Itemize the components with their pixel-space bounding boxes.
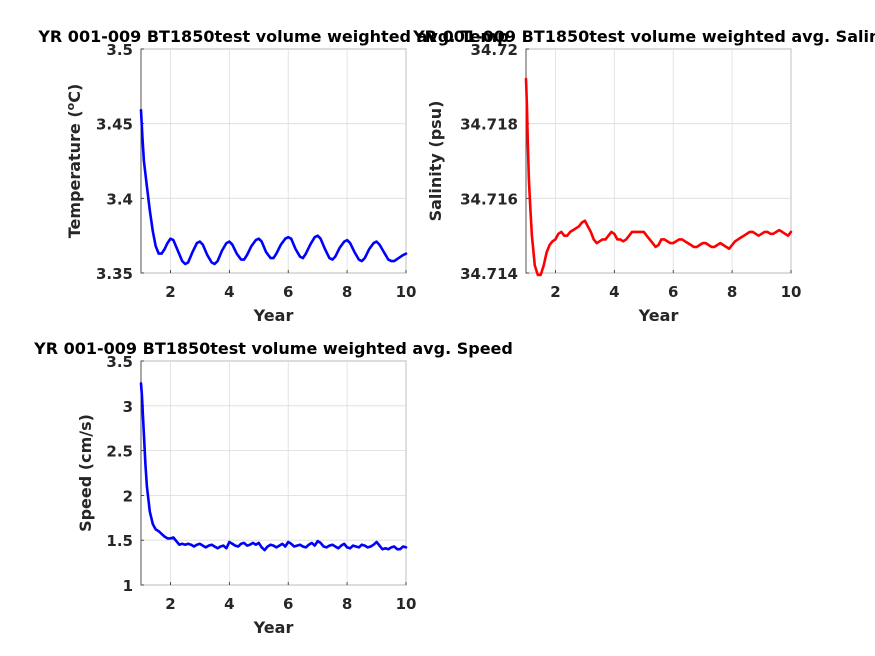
temperature-x-tick-label: 4 [224, 283, 234, 301]
salinity-y-tick-label: 34.714 [460, 265, 518, 283]
salinity-x-tick-label: 8 [727, 283, 737, 301]
speed-x-axis-label: Year [253, 618, 294, 637]
speed-y-tick-label: 1.5 [106, 532, 133, 550]
salinity-panel: 34.714 34.716 34.718 34.72 2 4 6 8 10 Year Sali… [426, 41, 801, 325]
temperature-x-axis-label: Year [253, 306, 294, 325]
speed-x-ticks: 2 4 6 8 10 [165, 582, 416, 613]
salinity-x-tick-label: 2 [550, 283, 560, 301]
salinity-y-ticks: 34.714 34.716 34.718 34.72 [460, 41, 529, 283]
speed-y-tick-label: 3 [123, 398, 133, 416]
salinity-x-tick-label: 4 [609, 283, 619, 301]
salinity-y-axis-label: Salinity (psu) [426, 101, 445, 222]
speed-x-tick-label: 10 [396, 595, 417, 613]
salinity-x-tick-label: 10 [781, 283, 802, 301]
temperature-y-label-main: Temperature ( [65, 110, 84, 238]
speed-grid [141, 360, 407, 586]
temperature-series-line [139, 108, 408, 266]
salinity-x-tick-label: 6 [668, 283, 678, 301]
salinity-y-tick-label: 34.716 [460, 190, 518, 208]
speed-y-ticks: 1 1.5 2 2.5 3 3.5 [106, 353, 144, 595]
speed-x-tick-label: 4 [224, 595, 234, 613]
speed-x-tick-label: 2 [165, 595, 175, 613]
temperature-chart-title: YR 001-009 BT1850test volume weighted av… [37, 27, 508, 46]
speed-y-tick-label: 2.5 [106, 443, 133, 461]
temperature-y-tick-label: 3.4 [106, 190, 133, 208]
speed-x-tick-label: 6 [283, 595, 293, 613]
temperature-panel: 3.35 3.4 3.45 3.5 2 4 6 8 10 Year Temperature (… [64, 41, 416, 325]
speed-series-line [139, 382, 408, 552]
temperature-y-ticks: 3.35 3.4 3.45 3.5 [96, 41, 144, 283]
salinity-plot-area [525, 48, 792, 274]
temperature-y-tick-label: 3.5 [106, 41, 133, 59]
salinity-chart-title: YR 001-009 BT1850test volume weighted av… [412, 27, 875, 46]
salinity-series-line [524, 77, 793, 277]
salinity-y-tick-label: 34.72 [471, 41, 518, 59]
temperature-plot-area [140, 48, 407, 274]
temperature-grid [141, 48, 407, 274]
temperature-x-ticks: 2 4 6 8 10 [165, 270, 416, 301]
speed-plot-area [140, 360, 407, 586]
temperature-y-tick-label: 3.45 [96, 116, 133, 134]
temperature-x-tick-label: 2 [165, 283, 175, 301]
salinity-x-ticks: 2 4 6 8 10 [550, 270, 801, 301]
speed-x-tick-label: 8 [342, 595, 352, 613]
speed-y-axis-label: Speed (cm/s) [76, 414, 95, 532]
speed-y-tick-label: 1 [123, 577, 133, 595]
temperature-y-label-tail: C) [65, 84, 84, 103]
speed-y-tick-label: 2 [123, 487, 133, 505]
speed-y-tick-label: 3.5 [106, 353, 133, 371]
temperature-x-tick-label: 10 [396, 283, 417, 301]
salinity-x-axis-label: Year [638, 306, 679, 325]
salinity-y-tick-label: 34.718 [460, 116, 518, 134]
speed-chart-title: YR 001-009 BT1850test volume weighted av… [33, 339, 513, 358]
temperature-x-tick-label: 6 [283, 283, 293, 301]
temperature-x-tick-label: 8 [342, 283, 352, 301]
temperature-y-tick-label: 3.35 [96, 265, 133, 283]
temperature-y-axis-label: Temperature (oC) [64, 84, 84, 239]
temperature-y-label-superscript: o [64, 102, 77, 110]
speed-panel: 1 1.5 2 2.5 3 3.5 2 4 6 8 10 Year Speed (cm/s) [76, 353, 416, 637]
